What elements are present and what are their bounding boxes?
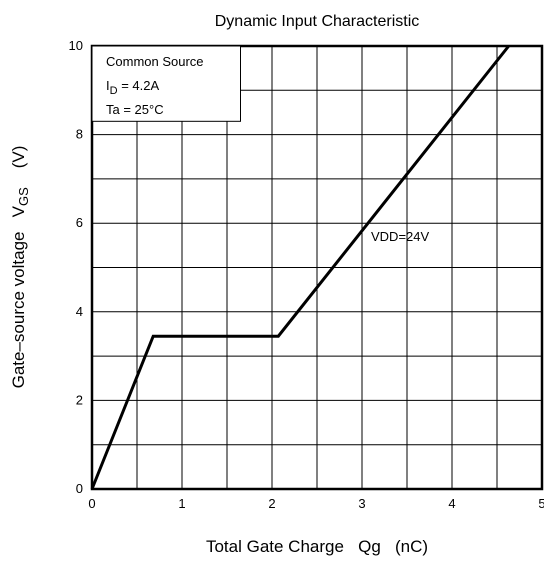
x-tick-label: 2 [268, 496, 275, 511]
plot-area: 0 1 2 3 4 5 0 2 4 6 8 10 Common Source ID = 4.2A Ta… [69, 38, 544, 511]
x-tick-label: 1 [178, 496, 185, 511]
legend-line-drain-current: ID = 4.2A [106, 78, 159, 97]
x-tick-label: 3 [358, 496, 365, 511]
series-annotation-vdd: VDD=24V [371, 229, 429, 244]
legend-box: Common Source ID = 4.2A Ta = 25°C [91, 45, 241, 122]
y-tick-label: 6 [76, 215, 83, 230]
plot-frame [90, 44, 544, 491]
series-group [90, 45, 510, 490]
tick-labels: 0 1 2 3 4 5 0 2 4 6 8 10 [69, 38, 544, 511]
chart-title: Dynamic Input Characteristic [215, 13, 420, 30]
x-axis-label: Total Gate Charge Qg (nC) [206, 537, 428, 556]
y-tick-label: 8 [76, 127, 83, 142]
grid-lines [92, 46, 542, 489]
legend-frame [91, 45, 241, 122]
series-line [90, 45, 510, 490]
x-tick-label: 5 [538, 496, 544, 511]
y-tick-label: 2 [76, 392, 83, 407]
y-axis-label: Gate–source voltage VGS (V) [9, 146, 31, 389]
x-tick-label: 4 [448, 496, 455, 511]
y-tick-label: 10 [69, 38, 83, 53]
legend-line-common-source: Common Source [106, 54, 204, 69]
x-tick-label: 0 [88, 496, 95, 511]
legend-line-temperature: Ta = 25°C [106, 102, 164, 117]
y-tick-label: 0 [76, 481, 83, 496]
y-tick-label: 4 [76, 304, 83, 319]
